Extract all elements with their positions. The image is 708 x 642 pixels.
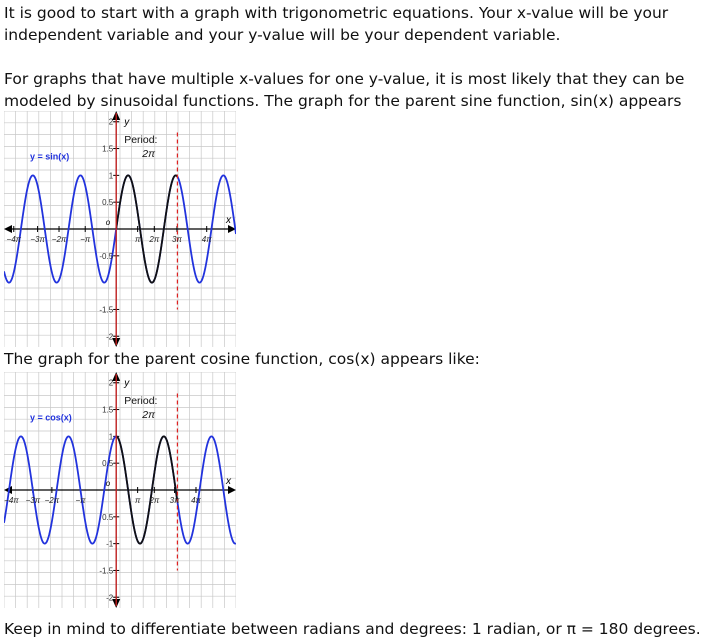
x-tick-label: −3π	[26, 496, 41, 505]
y-tick-label: 1.5	[102, 145, 114, 154]
y-tick-label: -1.5	[99, 566, 113, 575]
x-tick-label: 4π	[202, 235, 212, 244]
x-tick-label: 2π	[148, 235, 159, 244]
origin-label: o	[106, 479, 111, 488]
y-tick-label: -0.5	[99, 252, 113, 261]
x-tick-label: −4π	[7, 235, 22, 244]
x-tick-label: 2π	[148, 496, 159, 505]
y-tick-label: 0.5	[102, 459, 114, 468]
period-highlight-curve	[116, 435, 179, 545]
x-tick-label: −2π	[52, 235, 67, 244]
x-tick-label: 3π	[172, 235, 182, 244]
y-tick-label: -2	[106, 593, 114, 602]
y-tick-label: 1	[109, 432, 114, 441]
x-tick-label: 3π	[170, 496, 180, 505]
x-tick-label: π	[135, 496, 141, 505]
y-tick-label: 2	[109, 118, 114, 127]
intro-paragraph: It is good to start with a graph with tr…	[4, 4, 669, 44]
x-axis-label: x	[225, 476, 232, 487]
period-highlight-curve	[115, 174, 179, 284]
period-annotation-title: Period:	[124, 134, 157, 146]
origin-label: o	[106, 218, 111, 227]
note-paragraph: Keep in mind to differentiate between ra…	[4, 620, 701, 638]
x-tick-label: −π	[80, 235, 91, 244]
y-tick-label: 0.5	[102, 198, 114, 207]
y-tick-label: -1	[106, 540, 114, 549]
y-tick-label: -2	[106, 332, 114, 341]
x-axis-arrow-right	[228, 486, 236, 494]
period-annotation-title: Period:	[124, 395, 157, 407]
sine-graph: 2 1.5 1 0.5 -0.5 -1.5 -2 −4π −3π −2π −π π 2π 3π 4π o y x y…	[4, 111, 236, 347]
y-tick-label: 1.5	[102, 406, 114, 415]
x-tick-label: −2π	[45, 496, 60, 505]
x-tick-label: −3π	[30, 235, 45, 244]
x-tick-label: 4π	[191, 496, 201, 505]
cosine-graph: 2 1.5 1 0.5 0.5 -1 -1.5 -2 −4π −3π −2π −π π 2π 3π 4π o y x…	[4, 372, 236, 608]
x-axis-label: x	[225, 215, 232, 226]
y-tick-label: -1.5	[99, 305, 113, 314]
equation-label: y = cos(x)	[30, 412, 72, 422]
y-tick-label: 1	[109, 171, 114, 180]
y-axis-label: y	[123, 117, 130, 128]
period-annotation-value: 2π	[141, 148, 156, 160]
x-tick-label: −4π	[4, 496, 19, 505]
sine-intro-paragraph: For graphs that have multiple x-values f…	[4, 70, 685, 132]
equation-label: y = sin(x)	[30, 151, 69, 161]
cosine-intro-paragraph: The graph for the parent cosine function…	[4, 350, 480, 368]
x-axis-arrow-right	[228, 225, 236, 233]
y-axis-label: y	[123, 378, 130, 389]
y-tick-label: 2	[109, 379, 114, 388]
x-axis-arrow-left	[4, 225, 12, 233]
y-tick-label: 0.5	[102, 513, 114, 522]
period-annotation-value: 2π	[141, 409, 156, 421]
x-tick-label: π	[135, 235, 141, 244]
x-tick-label: −π	[75, 496, 86, 505]
